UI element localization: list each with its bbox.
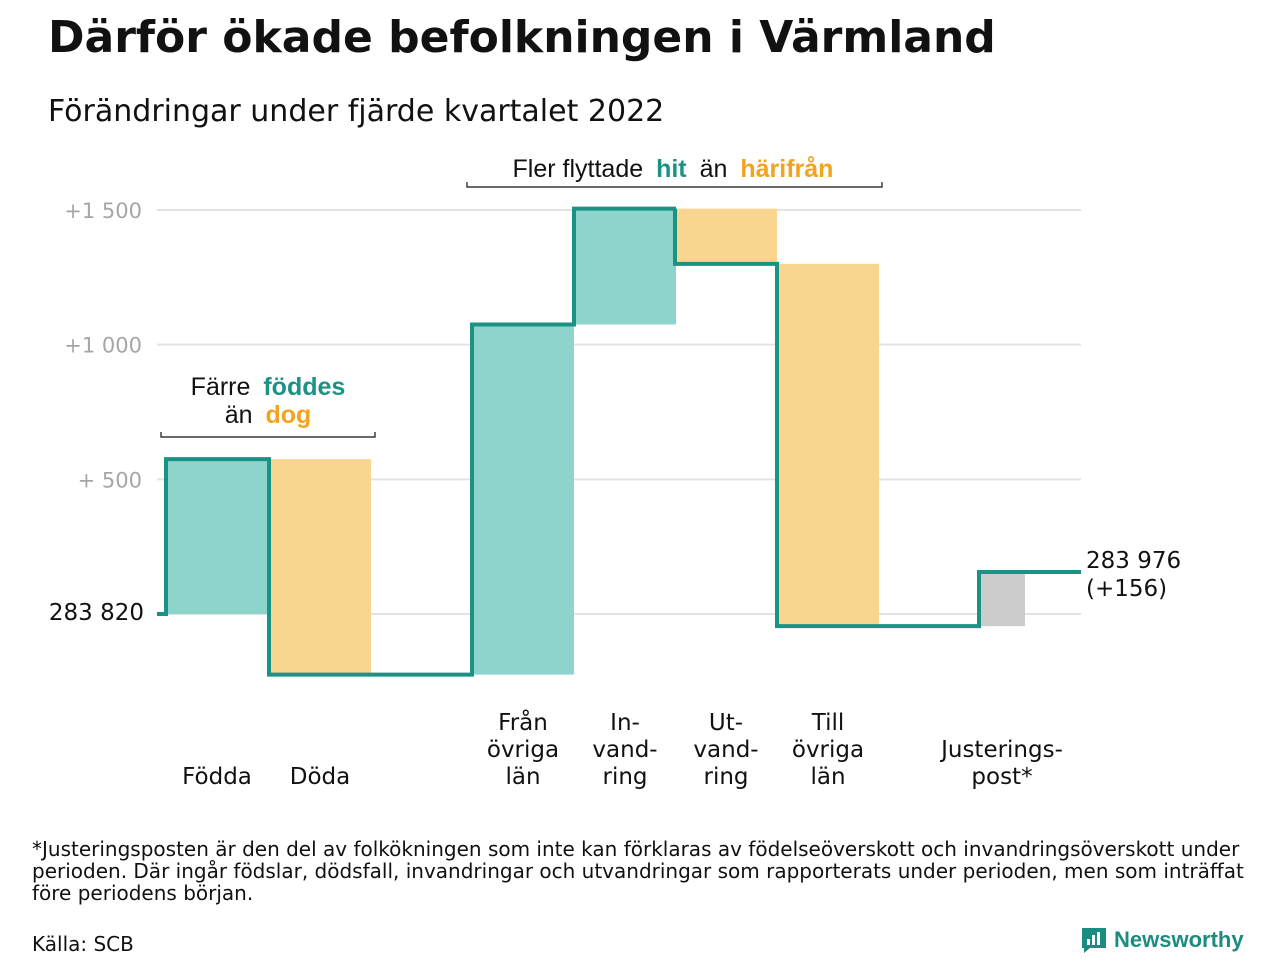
births-annotation-middle: än bbox=[225, 401, 253, 429]
brand-logo: Newsworthy bbox=[1080, 926, 1244, 954]
category-label-justeringspost: Justerings-post* bbox=[939, 737, 1063, 790]
bar-invandring bbox=[574, 208, 676, 325]
y-tick-label-2: +1 500 bbox=[64, 199, 142, 223]
category-label-till-ovriga-lan: Till övriga län bbox=[792, 710, 864, 790]
migration-annotation-prefix: Fler flyttade bbox=[513, 155, 644, 183]
category-label-invandring: In-vand-ring bbox=[592, 710, 657, 790]
migration-annotation-middle: än bbox=[700, 155, 728, 183]
category-label-fran-ovriga-lan: Från övriga län bbox=[487, 708, 559, 790]
y-tick-label-0: + 500 bbox=[78, 468, 142, 492]
svg-text:än dog: än dog bbox=[225, 401, 312, 429]
bar-layer bbox=[166, 208, 1025, 675]
category-label-utvandring: Ut-vand-ring bbox=[693, 710, 758, 790]
footnote: *Justeringsposten är den del av folkökni… bbox=[32, 837, 1244, 905]
births-annotation: Färre föddes än dog bbox=[160, 373, 376, 438]
y-tick-label-1: +1 000 bbox=[64, 334, 142, 358]
bar-fodda bbox=[166, 459, 268, 614]
svg-text:Färre föddes: Färre föddes bbox=[191, 373, 346, 401]
bar-utvandring bbox=[675, 208, 777, 264]
line-layer bbox=[157, 206, 1081, 677]
bar-justeringspost bbox=[979, 571, 1025, 627]
waterfall-step-line bbox=[157, 206, 1081, 677]
end-change-label: (+156) bbox=[1086, 576, 1167, 602]
newsworthy-logo-icon bbox=[1082, 928, 1106, 953]
bar-till-ovriga-lan bbox=[777, 263, 879, 627]
brand-name: Newsworthy bbox=[1114, 927, 1244, 952]
migration-annotation-word1: hit bbox=[656, 155, 687, 183]
waterfall-chart: + 500 +1 000 +1 500 Födda Döda Från övriga län… bbox=[49, 155, 1181, 790]
births-annotation-word2: dog bbox=[265, 401, 311, 429]
migration-annotation-word2: härifrån bbox=[740, 155, 833, 183]
migration-annotation-bracket bbox=[466, 182, 883, 188]
svg-text:Fler flyttade hit: Fler flyttade hit än härifrån bbox=[513, 155, 834, 183]
category-label-doda: Döda bbox=[290, 764, 350, 790]
chart-subtitle: Förändringar under fjärde kvartalet 2022 bbox=[48, 94, 665, 129]
chart-title: Därför ökade befolkningen i Värmland bbox=[48, 12, 996, 63]
source-label: Källa: SCB bbox=[32, 932, 134, 956]
births-annotation-bracket bbox=[160, 432, 376, 438]
label-layer: Födda Döda Från övriga län In-vand-ring Ut-van… bbox=[182, 708, 1063, 790]
bar-fran-ovriga-lan bbox=[472, 324, 574, 675]
start-value-label: 283 820 bbox=[49, 600, 144, 626]
category-label-fodda: Födda bbox=[182, 764, 252, 790]
bar-doda bbox=[269, 459, 371, 675]
births-annotation-word1: föddes bbox=[263, 373, 345, 401]
migration-annotation: Fler flyttade hit än härifrån bbox=[466, 155, 883, 188]
births-annotation-prefix: Färre bbox=[191, 373, 251, 401]
end-value-label: 283 976 bbox=[1086, 548, 1181, 574]
